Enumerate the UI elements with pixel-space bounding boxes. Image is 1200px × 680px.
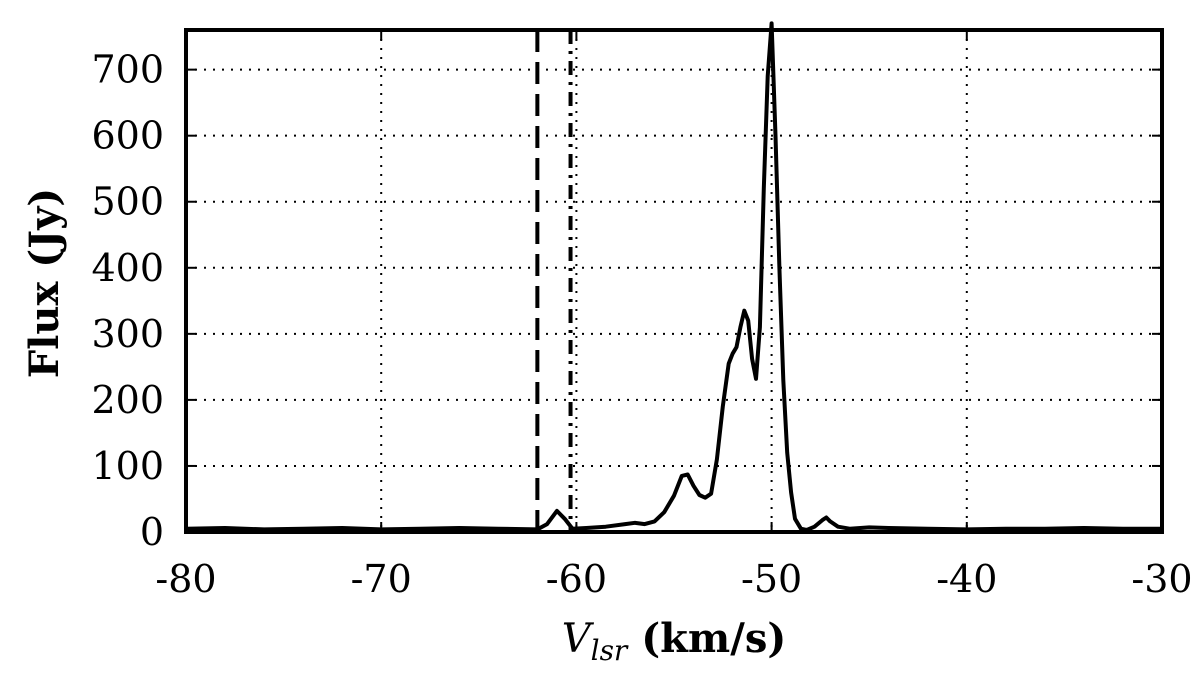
x-tick-label: -60: [546, 557, 607, 601]
spectrum-line: [185, 21, 1162, 532]
y-tick-label: 200: [91, 378, 164, 422]
y-axis-label: Flux (Jy): [21, 188, 68, 378]
x-tick-label: -70: [351, 557, 412, 601]
x-tick-label: -80: [155, 557, 216, 601]
grid-lines: [186, 30, 1162, 532]
velocity-markers: [535, 30, 573, 532]
x-axis-label-units: (km/s): [627, 615, 786, 662]
y-tick-label: 700: [91, 48, 164, 92]
x-tick-label: -30: [1131, 557, 1192, 601]
y-tick-label: 500: [91, 180, 164, 224]
y-tick-label: 100: [91, 444, 164, 488]
x-tick-label: -40: [936, 557, 997, 601]
y-tick-label: 600: [91, 114, 164, 158]
x-axis-label: Vlsr (km/s): [562, 615, 787, 667]
y-tick-group: 0 100 200 300 400 500 600 700: [91, 48, 1162, 554]
x-axis-label-symbol: V: [562, 616, 595, 662]
x-tick-group: -80 -70 -60 -50 -40 -30: [155, 30, 1193, 601]
y-tick-label: 400: [91, 246, 164, 290]
y-tick-label: 300: [91, 312, 164, 356]
x-tick-label: -50: [741, 557, 802, 601]
plot-frame: [184, 28, 1164, 534]
y-tick-label: 0: [140, 510, 164, 554]
plot-area: [185, 21, 1162, 532]
x-axis-label-subscript: lsr: [591, 634, 629, 667]
